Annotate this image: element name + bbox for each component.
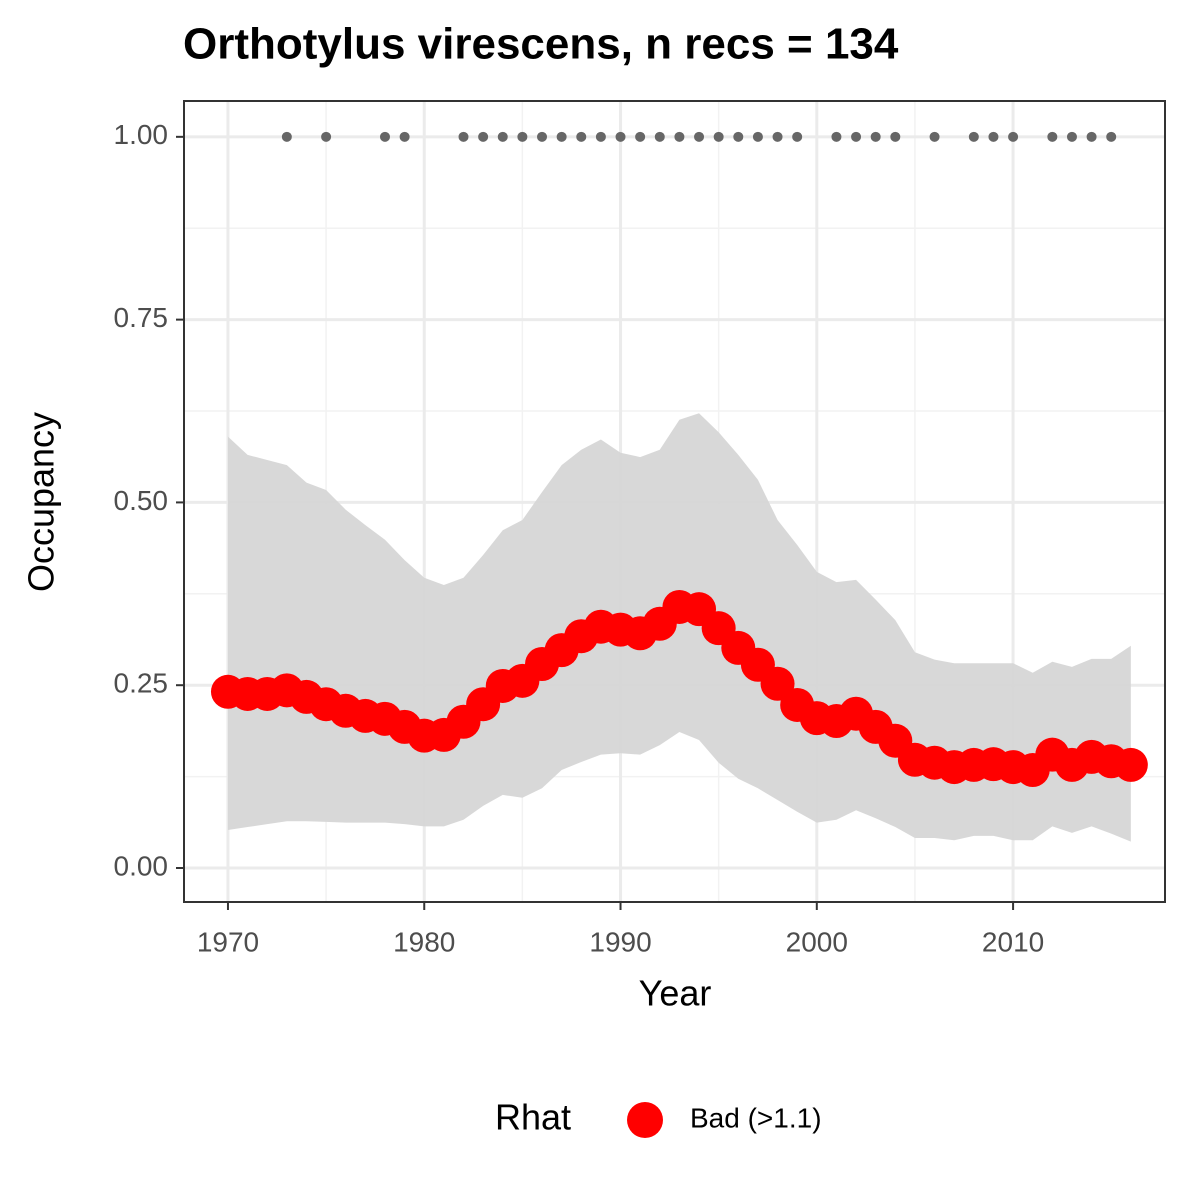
- record-point: [988, 131, 999, 142]
- record-point: [595, 131, 606, 142]
- record-point: [1047, 131, 1058, 142]
- record-point: [556, 131, 567, 142]
- y-tick-label: 0.00: [114, 850, 169, 881]
- y-axis-title: Occupancy: [21, 412, 62, 592]
- y-tick-label: 0.25: [114, 668, 169, 699]
- panel-border: [183, 100, 1166, 903]
- record-point: [772, 131, 783, 142]
- record-point: [458, 131, 469, 142]
- record-point: [733, 131, 744, 142]
- x-tick-label: 1970: [197, 926, 259, 957]
- legend-label: Bad (>1.1): [690, 1102, 822, 1133]
- record-point: [654, 131, 665, 142]
- record-point: [399, 131, 410, 142]
- record-point: [497, 131, 508, 142]
- record-point: [478, 131, 489, 142]
- y-tick-label: 0.50: [114, 485, 169, 516]
- record-point: [1008, 131, 1019, 142]
- record-point: [792, 131, 803, 142]
- record-point: [1086, 131, 1097, 142]
- record-point: [831, 131, 842, 142]
- record-point: [517, 131, 528, 142]
- y-tick-label: 1.00: [114, 119, 169, 150]
- record-point: [890, 131, 901, 142]
- record-point: [1106, 131, 1117, 142]
- point: [1113, 747, 1148, 782]
- record-point: [1066, 131, 1077, 142]
- record-point: [694, 131, 705, 142]
- legend-title: Rhat: [495, 1097, 571, 1138]
- x-tick-label: 2010: [982, 926, 1044, 957]
- y-tick-label: 0.75: [114, 302, 169, 333]
- chart-title: Orthotylus virescens, n recs = 134: [183, 20, 899, 69]
- record-point: [674, 131, 685, 142]
- record-point: [615, 131, 626, 142]
- record-point: [321, 131, 332, 142]
- x-axis-title: Year: [639, 973, 712, 1014]
- record-point: [537, 131, 548, 142]
- record-point: [752, 131, 763, 142]
- record-point: [870, 131, 881, 142]
- record-point: [929, 131, 940, 142]
- record-point: [968, 131, 979, 142]
- record-point: [379, 131, 390, 142]
- x-tick-label: 1990: [589, 926, 651, 957]
- x-tick-label: 1980: [393, 926, 455, 957]
- record-point: [635, 131, 646, 142]
- record-point: [281, 131, 292, 142]
- record-point: [851, 131, 862, 142]
- legend-key: [627, 1102, 663, 1138]
- record-point: [713, 131, 724, 142]
- record-point: [576, 131, 587, 142]
- x-tick-label: 2000: [786, 926, 848, 957]
